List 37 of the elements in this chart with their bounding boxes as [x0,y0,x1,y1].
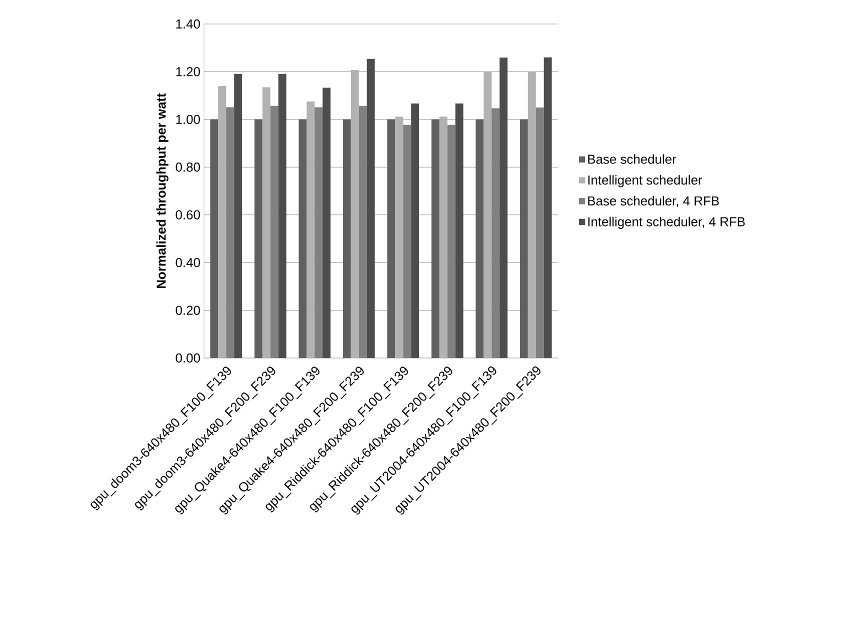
y-tick-label: 1.20 [176,67,200,76]
bar [431,119,440,358]
bar [342,119,351,358]
y-tick-label: 0.60 [176,210,200,220]
bar [447,124,456,358]
bar [234,74,242,358]
y-tick-label: 0.40 [176,258,200,268]
bar [270,106,278,358]
bar [544,57,552,358]
y-axis-title: Normalized throughput per watt [156,93,168,288]
bar [366,58,375,358]
bar [254,119,262,358]
y-tick-label: 0.80 [176,162,200,172]
bar [278,74,286,358]
bar [314,107,323,358]
bar [298,119,307,358]
y-tick-label: 0.20 [176,306,200,315]
bar [387,119,396,358]
y-tick-label: 1.40 [176,19,200,29]
bar [210,119,218,358]
legend-label: Base scheduler [588,154,676,164]
bar [322,88,331,358]
y-tick-label: 0.00 [176,353,200,363]
bar [476,119,484,358]
bar [455,103,464,358]
legend-label: Intelligent scheduler [588,175,702,188]
bar [492,108,500,358]
bar [403,124,412,358]
bar [358,106,367,358]
bar [536,107,544,358]
bar [520,119,528,358]
bar [226,107,234,358]
bar [500,58,508,358]
legend-label: Base scheduler, 4 RFB [588,196,719,208]
y-tick-label: 1.00 [176,114,200,124]
legend-label: Intelligent scheduler, 4 RFB [588,216,745,229]
bar [411,103,420,358]
